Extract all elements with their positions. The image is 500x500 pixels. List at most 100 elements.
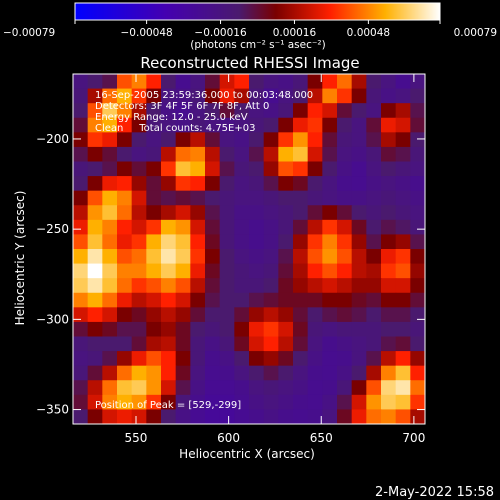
heatmap-cell: [307, 103, 323, 119]
heatmap-cell: [175, 249, 191, 265]
heatmap-cell: [205, 351, 221, 367]
heatmap-cell: [205, 219, 221, 236]
heatmap-cell: [190, 307, 206, 323]
heatmap-cell: [395, 88, 411, 104]
heatmap-cell: [366, 351, 382, 367]
heatmap-cell: [381, 249, 397, 265]
heatmap-cell: [263, 103, 279, 119]
heatmap-cell: [146, 394, 162, 411]
heatmap-cell: [293, 234, 309, 250]
heatmap-cell: [131, 278, 147, 294]
heatmap-cell: [190, 132, 206, 148]
heatmap-cell: [366, 278, 382, 294]
heatmap-cell: [410, 365, 425, 381]
colorbar-tick-label: 0.00016: [273, 27, 317, 39]
heatmap-cell: [395, 74, 411, 90]
heatmap-cell: [307, 365, 323, 381]
heatmap-cell: [322, 409, 338, 424]
heatmap-cell: [73, 380, 89, 396]
colorbar-tick-label: 0.00079: [454, 27, 497, 39]
heatmap-cell: [381, 161, 397, 177]
heatmap-cell: [117, 190, 133, 206]
heatmap-cell: [73, 307, 89, 323]
heatmap-cell: [146, 161, 162, 177]
heatmap-cell: [307, 88, 323, 104]
heatmap-cell: [175, 394, 191, 411]
heatmap-cell: [263, 249, 279, 265]
heatmap-cell: [278, 234, 294, 250]
heatmap-cell: [234, 292, 250, 308]
heatmap-cell: [249, 263, 265, 279]
heatmap-cell: [381, 409, 397, 424]
heatmap-cell: [73, 146, 89, 163]
heatmap-cell: [351, 321, 367, 338]
heatmap-cell: [219, 263, 235, 279]
heatmap-cell: [381, 88, 397, 104]
heatmap-cell: [410, 263, 425, 279]
heatmap-cell: [410, 74, 425, 90]
heatmap-cell: [410, 321, 425, 338]
heatmap-cell: [307, 380, 323, 396]
heatmap-cell: [146, 176, 162, 192]
heatmap-cell: [410, 190, 425, 206]
heatmap-cell: [381, 278, 397, 294]
heatmap-cell: [234, 146, 250, 163]
y-axis-label: Heliocentric Y (arcsec): [13, 191, 27, 326]
heatmap-cell: [190, 292, 206, 308]
heatmap-cell: [190, 278, 206, 294]
heatmap-cell: [395, 132, 411, 148]
heatmap-cell: [205, 190, 221, 206]
heatmap-cell: [87, 278, 103, 294]
heatmap-cell: [337, 380, 353, 396]
heatmap-cell: [395, 336, 411, 352]
heatmap-cell: [190, 321, 206, 338]
heatmap-cell: [102, 161, 118, 177]
heatmap-cell: [102, 117, 118, 133]
heatmap-cell: [278, 117, 294, 133]
heatmap-cell: [73, 132, 89, 148]
heatmap-cell: [351, 190, 367, 206]
heatmap-cell: [175, 263, 191, 279]
heatmap-cell: [131, 146, 147, 163]
heatmap-cell: [117, 409, 133, 424]
heatmap-cell: [87, 234, 103, 250]
heatmap-cell: [410, 351, 425, 367]
heatmap-cell: [161, 103, 177, 119]
heatmap-cell: [249, 161, 265, 177]
heatmap-cell: [205, 234, 221, 250]
heatmap-cell: [337, 351, 353, 367]
heatmap-cell: [161, 409, 177, 424]
heatmap-cell: [278, 249, 294, 265]
heatmap-cell: [337, 234, 353, 250]
heatmap-cell: [351, 249, 367, 265]
heatmap-cell: [351, 117, 367, 133]
heatmap-cell: [278, 146, 294, 163]
heatmap-cell: [293, 190, 309, 206]
x-tick-label: 650: [310, 431, 333, 445]
heatmap-cell: [351, 365, 367, 381]
heatmap-cell: [131, 88, 147, 104]
heatmap-cell: [307, 336, 323, 352]
heatmap-cell: [102, 205, 118, 221]
heatmap-cell: [73, 292, 89, 308]
heatmap-cell: [263, 234, 279, 250]
heatmap-cell: [190, 190, 206, 206]
heatmap-cell: [381, 74, 397, 90]
heatmap-cell: [293, 394, 309, 411]
heatmap-cell: [249, 205, 265, 221]
heatmap-cell: [131, 351, 147, 367]
heatmap-cell: [293, 278, 309, 294]
heatmap-cell: [205, 176, 221, 192]
y-tick-label: −300: [36, 312, 69, 326]
heatmap-cell: [395, 278, 411, 294]
heatmap-cell: [263, 278, 279, 294]
heatmap-cell: [278, 336, 294, 352]
heatmap-cell: [161, 146, 177, 163]
heatmap-cell: [278, 307, 294, 323]
heatmap-cell: [146, 234, 162, 250]
heatmap-cell: [73, 263, 89, 279]
heatmap-cell: [337, 336, 353, 352]
heatmap-cell: [175, 146, 191, 163]
heatmap-cell: [263, 365, 279, 381]
heatmap-cell: [322, 117, 338, 133]
